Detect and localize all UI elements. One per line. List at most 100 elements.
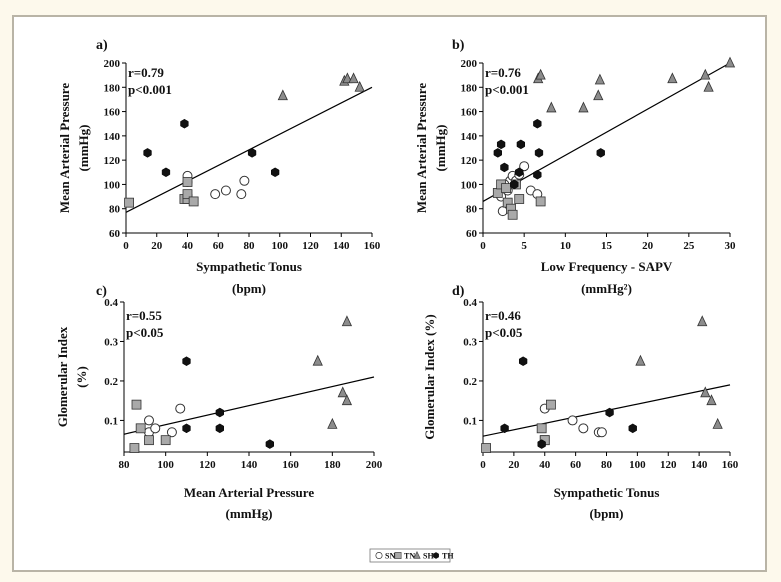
panel-1-x-axis-unit: (mmHg²) bbox=[581, 281, 632, 296]
panel-0-y-tick-label: 180 bbox=[104, 82, 121, 94]
panel-1-p-value: p<0.001 bbox=[485, 82, 529, 97]
legend-label-sh: SH bbox=[423, 552, 434, 561]
panel-0-x-tick-label: 40 bbox=[182, 240, 194, 252]
panel-1-y-axis-unit: (mmHg) bbox=[433, 125, 448, 172]
panel-2-point-tn bbox=[144, 435, 154, 446]
panel-1-y-tick-label: 80 bbox=[466, 204, 478, 216]
panel-1-x-tick-label: 10 bbox=[560, 240, 572, 252]
legend-marker-sh bbox=[413, 550, 421, 559]
panel-1-y-tick-label: 180 bbox=[461, 82, 478, 94]
panel-1-point-th bbox=[493, 148, 502, 158]
panel-3-point-th bbox=[500, 423, 509, 434]
panel-1-point-th bbox=[533, 169, 542, 180]
panel-3-point-sh bbox=[706, 394, 717, 406]
panel-0-panel-label: a) bbox=[96, 38, 108, 53]
panel-1-point-sh bbox=[724, 56, 736, 68]
legend-label-tn: TN bbox=[404, 552, 415, 561]
panel-1-point-th bbox=[496, 139, 506, 150]
panel-3-point-sn bbox=[578, 423, 589, 434]
panel-0-point-th bbox=[270, 167, 280, 178]
panel-3-point-tn bbox=[546, 399, 556, 410]
panel-0-x-tick-label: 160 bbox=[364, 240, 381, 252]
panel-3-point-th bbox=[518, 356, 528, 366]
panel-1-point-sh bbox=[546, 101, 557, 113]
panel-1-point-th bbox=[510, 179, 519, 190]
panel-3-point-sh bbox=[700, 386, 711, 398]
panel-3-y-tick-label: 0.3 bbox=[463, 336, 477, 348]
figure-frame: 0 20 40 60 80 100 120 140 160 60 80 100 120 140 160 180… bbox=[12, 15, 767, 572]
panel-0-y-tick-label: 140 bbox=[104, 131, 121, 143]
panel-1-point-tn bbox=[514, 194, 525, 204]
panel-0-point-tn bbox=[182, 189, 193, 200]
panel-1-point-sh bbox=[594, 73, 606, 85]
panel-1-point-tn bbox=[492, 188, 503, 198]
panel-1-point-sh bbox=[667, 72, 678, 84]
panel-3-r-value: r=0.46 bbox=[485, 308, 521, 323]
panel-2-point-tn bbox=[135, 423, 146, 434]
panel-1-r-value: r=0.76 bbox=[485, 65, 521, 80]
panel-1-point-tn bbox=[507, 209, 518, 220]
panel-3-point-th bbox=[628, 423, 637, 434]
panel-1-y-tick-label: 160 bbox=[461, 107, 478, 119]
panel-1-y-tick-label: 200 bbox=[461, 58, 478, 70]
panel-2-point-sh bbox=[341, 315, 353, 327]
panel-1-point-sn bbox=[497, 206, 508, 217]
panel-0-point-tn bbox=[188, 196, 199, 207]
panel-2-point-sh bbox=[327, 417, 338, 429]
panel-2-point-sn bbox=[175, 403, 186, 414]
panel-2-point-tn bbox=[131, 399, 142, 410]
panel-2-point-th bbox=[265, 439, 274, 449]
panel-1-x-tick-label: 15 bbox=[601, 240, 613, 252]
legend-marker-tn bbox=[394, 552, 402, 559]
panel-2-y-tick-label: 0.2 bbox=[104, 376, 118, 388]
panel-0-y-axis-label: Mean Arterial Pressure bbox=[57, 83, 72, 213]
panel-1-x-tick-label: 30 bbox=[725, 240, 737, 252]
panel-2-point-sh bbox=[337, 386, 348, 398]
panel-2-regression-line bbox=[123, 376, 375, 435]
panel-3-point-th bbox=[605, 407, 614, 418]
panel-2-y-axis-unit: (%) bbox=[74, 366, 89, 388]
panel-1-y-tick-label: 120 bbox=[461, 155, 478, 167]
panel-1-point-th bbox=[533, 118, 542, 129]
panel-3-point-sh bbox=[635, 354, 646, 366]
panel-0-x-tick-label: 140 bbox=[333, 240, 350, 252]
panel-1-point-th bbox=[500, 162, 509, 173]
panel-1-point-tn bbox=[501, 183, 511, 193]
panel-3-x-tick-label: 0 bbox=[480, 459, 486, 471]
panel-2-point-sh bbox=[312, 354, 323, 366]
panel-3-point-tn bbox=[536, 423, 547, 434]
panel-1-point-sh bbox=[578, 101, 589, 113]
legend-label-th: TH bbox=[442, 552, 454, 561]
panel-0-y-tick-label: 80 bbox=[109, 204, 121, 216]
panel-2-x-tick-label: 100 bbox=[157, 459, 174, 471]
panel-2-point-sh bbox=[341, 394, 353, 406]
panel-3-panel-label: d) bbox=[452, 284, 465, 299]
panel-1-point-sh bbox=[535, 68, 546, 80]
panel-0-y-tick-label: 160 bbox=[104, 107, 121, 119]
panel-0-point-th bbox=[143, 148, 152, 158]
panel-2-point-sn bbox=[166, 427, 177, 438]
panel-0-point-sn bbox=[236, 189, 247, 200]
panel-3-y-axis-label: Glomerular Index (%) bbox=[422, 314, 437, 439]
legend-marker-sn bbox=[375, 552, 383, 560]
panel-0-regression-line bbox=[125, 86, 373, 213]
panel-0-point-sn bbox=[210, 189, 221, 200]
panel-2-r-value: r=0.55 bbox=[126, 308, 162, 323]
panel-0-x-axis-label: Sympathetic Tonus bbox=[196, 259, 302, 274]
panel-1-x-tick-label: 0 bbox=[480, 240, 486, 252]
panel-1-point-sh bbox=[593, 89, 604, 101]
panel-2-point-th bbox=[182, 423, 191, 434]
panel-2-x-tick-label: 200 bbox=[366, 459, 383, 471]
panel-3-point-tn bbox=[481, 443, 491, 453]
panel-2-y-axis-label: Glomerular Index bbox=[55, 326, 70, 427]
panel-1-point-tn bbox=[535, 196, 546, 207]
legend-label-sn: SN bbox=[385, 552, 395, 561]
panel-3-y-tick-label: 0.4 bbox=[463, 297, 477, 309]
panel-3-x-axis-label: Sympathetic Tonus bbox=[554, 485, 660, 500]
panel-0-y-tick-label: 100 bbox=[104, 179, 121, 191]
panel-0-point-sh bbox=[348, 72, 359, 84]
panel-2-x-tick-label: 180 bbox=[324, 459, 341, 471]
panel-0-point-sh bbox=[342, 72, 353, 84]
legend-marker-th bbox=[433, 552, 439, 559]
panel-3-x-axis-unit: (bpm) bbox=[590, 506, 624, 521]
